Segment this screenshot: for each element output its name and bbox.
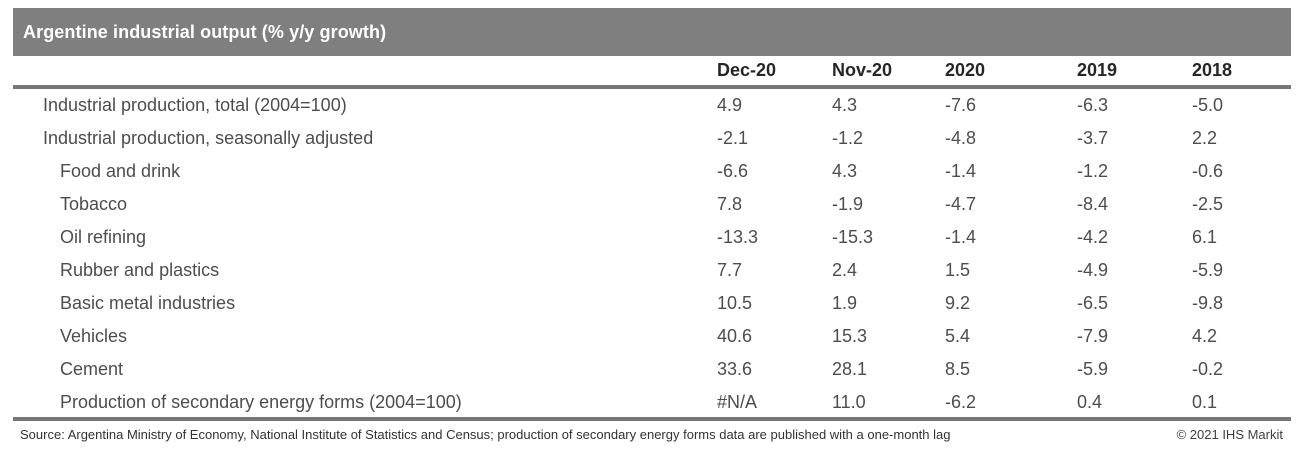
table-row: Industrial production, total (2004=100) 4…: [13, 89, 1291, 122]
row-value: 4.9: [717, 95, 743, 115]
row-value: 9.2: [945, 293, 971, 313]
row-label: Vehicles: [60, 326, 128, 346]
table-row: Food and drink -6.6 4.3 -1.4 -1.2 -0.6: [13, 155, 1291, 188]
row-value: -2.1: [717, 128, 749, 148]
row-label: Production of secondary energy forms (20…: [60, 392, 462, 412]
row-value: 28.1: [832, 359, 868, 379]
row-value: -1.4: [945, 227, 977, 247]
table-row: Production of secondary energy forms (20…: [13, 386, 1291, 419]
row-value: 40.6: [717, 326, 753, 346]
row-value: 0.1: [1192, 392, 1218, 412]
table-row: Cement 33.6 28.1 8.5 -5.9 -0.2: [13, 353, 1291, 386]
row-value: -0.2: [1192, 359, 1224, 379]
row-value: -4.9: [1077, 260, 1109, 280]
row-label: Industrial production, seasonally adjust…: [43, 128, 374, 148]
column-header-nov-20: Nov-20: [832, 60, 893, 80]
table-row: Rubber and plastics 7.7 2.4 1.5 -4.9 -5.9: [13, 254, 1291, 287]
table-row: Vehicles 40.6 15.3 5.4 -7.9 4.2: [13, 320, 1291, 353]
source-note: Source: Argentina Ministry of Economy, N…: [20, 427, 951, 442]
title-bar: Argentine industrial output (% y/y growt…: [13, 8, 1291, 56]
row-value: -3.7: [1077, 128, 1109, 148]
row-value: #N/A: [717, 392, 758, 412]
row-value: 10.5: [717, 293, 753, 313]
row-value: -1.9: [832, 194, 864, 214]
row-value: 4.3: [832, 95, 858, 115]
row-value: 33.6: [717, 359, 753, 379]
row-label: Rubber and plastics: [60, 260, 220, 280]
row-value: -1.2: [1077, 161, 1109, 181]
column-header-2018: 2018: [1192, 60, 1233, 80]
row-value: -8.4: [1077, 194, 1109, 214]
row-value: -4.7: [945, 194, 977, 214]
row-value: -13.3: [717, 227, 759, 247]
table-body: Industrial production, total (2004=100) 4…: [13, 89, 1291, 419]
row-value: -5.9: [1192, 260, 1224, 280]
footer: Source: Argentina Ministry of Economy, N…: [20, 427, 1283, 442]
row-value: 7.7: [717, 260, 743, 280]
table-row: Industrial production, seasonally adjust…: [13, 122, 1291, 155]
row-value: 0.4: [1077, 392, 1103, 412]
row-value: -4.8: [945, 128, 977, 148]
table-bottom-rule: [13, 417, 1291, 421]
row-label: Industrial production, total (2004=100): [43, 95, 347, 115]
row-value: -6.5: [1077, 293, 1109, 313]
row-value: -6.3: [1077, 95, 1109, 115]
row-value: 11.0: [832, 392, 866, 412]
row-value: 7.8: [717, 194, 743, 214]
row-label: Tobacco: [60, 194, 128, 214]
row-value: 1.5: [945, 260, 971, 280]
row-value: -0.6: [1192, 161, 1224, 181]
row-label: Basic metal industries: [60, 293, 236, 313]
row-value: -6.6: [717, 161, 749, 181]
row-value: -7.9: [1077, 326, 1109, 346]
column-header-2020: 2020: [945, 60, 986, 80]
table-row: Oil refining -13.3 -15.3 -1.4 -4.2 6.1: [13, 221, 1291, 254]
column-header-2019: 2019: [1077, 60, 1118, 80]
column-header-dec-20: Dec-20: [717, 60, 777, 80]
row-label: Cement: [60, 359, 124, 379]
row-value: -1.2: [832, 128, 864, 148]
row-value: 15.3: [832, 326, 868, 346]
copyright-note: © 2021 IHS Markit: [1176, 427, 1283, 442]
row-value: 2.4: [832, 260, 858, 280]
row-value: 8.5: [945, 359, 971, 379]
row-value: -4.2: [1077, 227, 1109, 247]
table-row: Tobacco 7.8 -1.9 -4.7 -8.4 -2.5: [13, 188, 1291, 221]
row-value: 4.2: [1192, 326, 1218, 346]
row-value: -6.2: [945, 392, 977, 412]
row-label: Oil refining: [60, 227, 147, 247]
row-value: -7.6: [945, 95, 977, 115]
row-value: -1.4: [945, 161, 977, 181]
column-header-row: Dec-20 Nov-20 2020 2019 2018: [13, 56, 1291, 89]
table-row: Basic metal industries 10.5 1.9 9.2 -6.5 -9.8: [13, 287, 1291, 320]
row-value: 6.1: [1192, 227, 1218, 247]
row-label: Food and drink: [60, 161, 181, 181]
row-value: 4.3: [832, 161, 858, 181]
row-value: 2.2: [1192, 128, 1218, 148]
row-value: -15.3: [832, 227, 874, 247]
row-value: 5.4: [945, 326, 971, 346]
row-value: -9.8: [1192, 293, 1224, 313]
table-title: Argentine industrial output (% y/y growt…: [23, 21, 387, 42]
row-value: -2.5: [1192, 194, 1224, 214]
row-value: -5.9: [1077, 359, 1109, 379]
row-value: 1.9: [832, 293, 858, 313]
row-value: -5.0: [1192, 95, 1224, 115]
